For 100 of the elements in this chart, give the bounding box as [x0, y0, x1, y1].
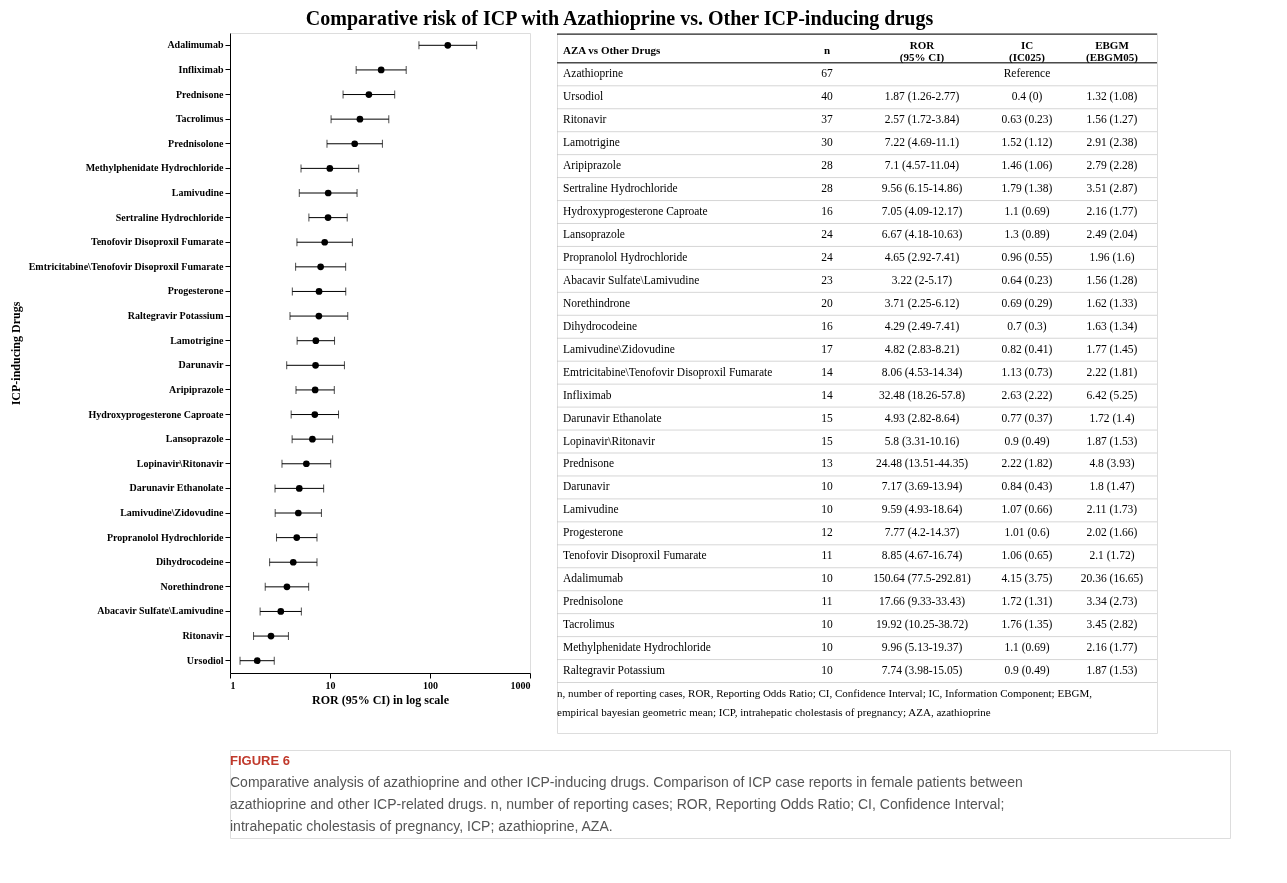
- x-tick-label: 1000: [510, 679, 531, 691]
- text: 13: [821, 457, 833, 470]
- text: 4.8 (3.93): [1089, 457, 1135, 470]
- text: 11: [821, 595, 833, 608]
- text: 10: [821, 641, 833, 654]
- text: 9.96 (5.13-19.37): [881, 641, 963, 654]
- category-label: Lopinavir\Ritonavir: [563, 434, 655, 447]
- text: 2.22 (1.81): [1086, 365, 1138, 378]
- text: 3.71 (2.25-6.12): [884, 296, 960, 309]
- y-tick-label: Lopinavir\Ritonavir: [136, 457, 225, 469]
- text: 3.22 (2-5.17): [891, 273, 953, 286]
- category-label: Ursodiol: [563, 90, 604, 103]
- category-label: Adalimumab: [563, 572, 624, 585]
- text: 2.79 (2.28): [1086, 159, 1138, 172]
- category-label: Lamotrigine: [563, 136, 620, 149]
- text: n, number of reporting cases, ROR, Reporting Odds Ratio; CI, Confidence Interval; IC, Information Component; EBGM, empirical bayesian geometric mean; ICP, intrahepatic cholestasis of pregnancy; AZA, azathioprine: [557, 686, 1093, 719]
- text: 0.96 (0.55): [1001, 250, 1053, 263]
- text: 0.63 (0.23): [1001, 113, 1053, 126]
- text: 9.56 (6.15-14.86): [881, 182, 963, 195]
- text: 1.79 (1.38): [1001, 182, 1053, 195]
- text: 0.4 (0): [1011, 90, 1043, 103]
- text: 8.85 (4.67-16.74): [881, 549, 963, 562]
- x-tick-label: 1: [230, 679, 236, 691]
- text: 1.06 (0.65): [1001, 549, 1053, 562]
- text: 28: [821, 159, 833, 172]
- text: 1.62 (1.33): [1086, 296, 1138, 309]
- text: 2.22 (1.82): [1001, 457, 1053, 470]
- text: 0.82 (0.41): [1001, 342, 1053, 355]
- text: 1.1 (0.69): [1004, 641, 1050, 654]
- text: 4.29 (2.49-7.41): [884, 319, 960, 332]
- text: 6.67 (4.18-10.63): [881, 227, 963, 240]
- text: 1.87 (1.53): [1086, 664, 1138, 677]
- y-tick-label: Lamivudine: [171, 187, 225, 198]
- category-label: Norethindrone: [563, 296, 631, 309]
- category-label: Sertraline Hydrochloride: [563, 182, 678, 195]
- text: 1.72 (1.31): [1001, 595, 1053, 608]
- text: 20: [821, 296, 833, 309]
- text: 6.42 (5.25): [1086, 388, 1138, 401]
- category-label: Hydroxyprogesterone Caproate: [563, 205, 708, 218]
- category-label: IC (IC025): [1008, 39, 1046, 64]
- x-tick-label: 100: [423, 679, 438, 691]
- text: 7.17 (3.69-13.94): [881, 480, 963, 493]
- y-tick-label: Ursodiol: [186, 654, 224, 666]
- category-label: Prednisolone: [563, 595, 624, 608]
- category-label: Methylphenidate Hydrochloride: [563, 641, 711, 654]
- text: 11: [821, 549, 833, 562]
- text: 10: [821, 572, 833, 585]
- category-label: AZA vs Other Drugs: [563, 44, 661, 57]
- text: 17.66 (9.33-33.43): [878, 595, 966, 608]
- text: 7.74 (3.98-15.05): [881, 664, 963, 677]
- y-axis-title: ICP-inducing Drugs: [8, 301, 23, 406]
- text: 1.72 (1.4): [1089, 411, 1135, 424]
- y-tick-label: Prednisone: [175, 88, 225, 100]
- text: 37: [821, 113, 833, 126]
- y-tick-label: Tacrolimus: [175, 113, 224, 125]
- text: 4.65 (2.92-7.41): [884, 250, 960, 263]
- text: 1.07 (0.66): [1001, 503, 1053, 516]
- text: 0.7 (0.3): [1007, 319, 1047, 332]
- y-tick-label: Tenofovir Disoproxil Fumarate: [90, 236, 225, 248]
- category-label: Lamivudine: [563, 503, 619, 516]
- category-label: Infliximab: [563, 388, 612, 401]
- text: Comparative analysis of azathioprine and other ICP-inducing drugs. Comparison of ICP case reports in female patients between azathioprine and other ICP-related drugs. n, number of reporting cases; ROR, Reporting Odds Ratio; CI, Confidence Interval; intrahepatic cholestasis of pregnancy, ICP; azathioprine, AZA.: [230, 774, 1023, 834]
- text: 2.16 (1.77): [1086, 641, 1138, 654]
- text: 1.87 (1.26-2.77): [884, 90, 960, 103]
- category-label: Ritonavir: [563, 113, 607, 126]
- y-tick-label: Methylphenidate Hydrochloride: [85, 162, 225, 174]
- text: 8.06 (4.53-14.34): [881, 365, 963, 378]
- y-tick-label: Aripiprazole: [169, 383, 225, 395]
- text: 7.05 (4.09-12.17): [881, 205, 963, 218]
- text: 16: [821, 319, 833, 332]
- text: 10: [821, 503, 833, 516]
- text: 2.57 (1.72-3.84): [884, 113, 960, 126]
- text: 67: [821, 67, 833, 80]
- y-tick-label: Norethindrone: [160, 580, 225, 592]
- category-label: Aripiprazole: [563, 159, 622, 172]
- text: 12: [821, 526, 833, 539]
- text: 1.01 (0.6): [1004, 526, 1050, 539]
- text: 3.51 (2.87): [1086, 182, 1138, 195]
- text: 1.56 (1.28): [1086, 273, 1138, 286]
- y-tick-label: Emtricitabine\Tenofovir Disoproxil Fumarate: [28, 260, 225, 272]
- category-label: Emtricitabine\Tenofovir Disoproxil Fumarate: [563, 365, 773, 378]
- text: Comparative risk of ICP with Azathioprine vs. Other ICP-inducing drugs: [305, 6, 934, 30]
- text: 2.16 (1.77): [1086, 205, 1138, 218]
- text: 150.64 (77.5-292.81): [873, 572, 971, 585]
- text: 0.77 (0.37): [1001, 411, 1053, 424]
- text: 10: [821, 480, 833, 493]
- category-label: n: [823, 44, 831, 57]
- text: 32.48 (18.26-57.8): [878, 388, 966, 401]
- text: 28: [821, 182, 833, 195]
- category-label: Abacavir Sulfate\Lamivudine: [563, 273, 700, 286]
- text: 10: [821, 618, 833, 631]
- text: 2.49 (2.04): [1086, 227, 1138, 240]
- y-tick-label: Adalimumab: [167, 39, 224, 51]
- text: 4.93 (2.82-8.64): [884, 411, 960, 424]
- text: 14: [821, 365, 833, 378]
- text: 5.8 (3.31-10.16): [884, 434, 960, 447]
- text: 1.8 (1.47): [1089, 480, 1135, 493]
- text: 24: [821, 227, 833, 240]
- text: 4.82 (2.83-8.21): [884, 342, 960, 355]
- text: 20.36 (16.65): [1080, 572, 1144, 585]
